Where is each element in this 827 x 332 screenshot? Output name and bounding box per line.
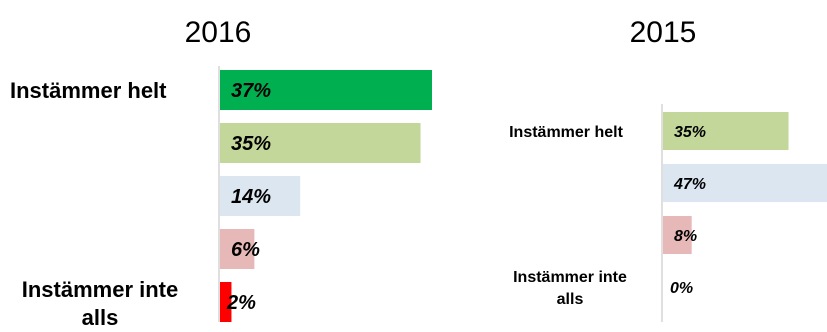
category-label-top: Instämmer helt xyxy=(509,124,623,141)
bar-value-label: 14% xyxy=(231,186,271,208)
category-label-bottom-line1: Instämmer inte xyxy=(513,269,627,286)
chart-title: 2016 xyxy=(185,16,252,49)
bar-2 xyxy=(220,123,421,163)
bar-value-label: 2% xyxy=(226,292,256,314)
category-label-bottom-line2: alls xyxy=(557,291,584,308)
category-label-top: Instämmer helt xyxy=(10,78,167,103)
category-label-bottom-line1: Instämmer inte xyxy=(22,277,179,302)
bar-value-label: 35% xyxy=(231,133,271,155)
bar-3 xyxy=(663,216,692,254)
bar-value-label: 8% xyxy=(674,228,697,245)
bar-2 xyxy=(663,164,827,202)
bar-4 xyxy=(220,229,255,269)
bar-value-label: 47% xyxy=(673,176,706,193)
chart-2015: 2015 35% 47% 8% 0% Instämmer helt Instämmer… xyxy=(509,16,827,322)
chart-2016: 2016 37% 35% 14% 6% 2% Instämmer helt Instäm… xyxy=(10,16,432,330)
bar-5 xyxy=(220,282,232,322)
bar-value-label: 35% xyxy=(674,124,706,141)
bar-1 xyxy=(220,70,432,110)
bar-value-label: 6% xyxy=(231,239,260,261)
bar-value-label: 37% xyxy=(231,80,271,102)
chart-title: 2015 xyxy=(630,16,697,49)
bar-1 xyxy=(663,112,789,150)
bar-3 xyxy=(220,176,301,216)
category-label-bottom-line2: alls xyxy=(82,305,119,327)
bar-value-label: 0% xyxy=(670,280,693,297)
